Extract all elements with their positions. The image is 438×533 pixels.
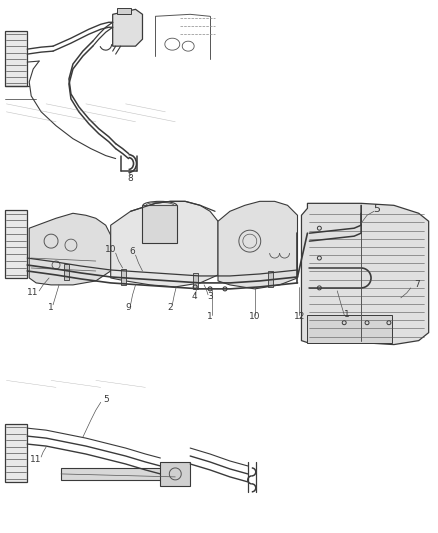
Bar xyxy=(307,315,392,343)
Bar xyxy=(160,462,190,486)
Text: 10: 10 xyxy=(105,245,117,254)
Polygon shape xyxy=(218,201,297,289)
Polygon shape xyxy=(301,203,429,345)
Bar xyxy=(142,205,177,243)
Bar xyxy=(268,271,273,287)
Text: 5: 5 xyxy=(374,204,381,214)
Bar xyxy=(193,273,198,289)
Bar xyxy=(64,264,69,280)
Text: 11: 11 xyxy=(30,456,42,464)
Text: 1: 1 xyxy=(48,303,54,312)
Text: 12: 12 xyxy=(294,312,305,321)
Text: 4: 4 xyxy=(191,292,197,301)
Text: 11: 11 xyxy=(28,288,39,297)
Text: 5: 5 xyxy=(103,395,109,404)
Bar xyxy=(5,424,27,482)
Bar xyxy=(120,269,126,285)
Polygon shape xyxy=(29,213,111,285)
Text: 3: 3 xyxy=(207,292,213,301)
Bar xyxy=(5,211,27,278)
Text: 6: 6 xyxy=(130,247,135,256)
Polygon shape xyxy=(113,10,142,46)
Text: 9: 9 xyxy=(126,303,131,312)
Text: 7: 7 xyxy=(414,280,420,289)
Polygon shape xyxy=(111,201,218,287)
Bar xyxy=(5,31,27,86)
Bar xyxy=(117,9,131,14)
Text: 2: 2 xyxy=(167,303,173,312)
Text: 1: 1 xyxy=(207,312,213,321)
Bar xyxy=(61,468,175,480)
Text: 1: 1 xyxy=(344,310,350,319)
Text: 8: 8 xyxy=(128,174,134,183)
Text: 10: 10 xyxy=(249,312,261,321)
